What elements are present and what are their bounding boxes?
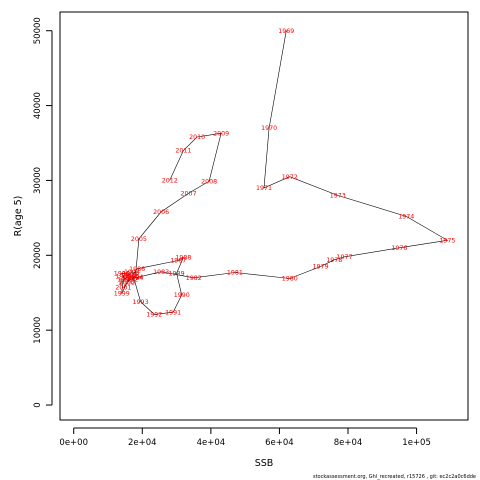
point-label-1972: 1972 [282, 174, 298, 181]
point-label-2000: 2000 [119, 280, 135, 287]
point-label-1975: 1975 [439, 238, 455, 245]
footer-note: stockassessment.org, Ghl_recreated, r157… [313, 474, 476, 480]
point-label-1988: 1988 [175, 255, 191, 262]
point-label-2002: 2002 [122, 276, 138, 283]
x-tick-label: 2e+04 [128, 438, 157, 448]
point-label-1998: 1998 [115, 273, 131, 280]
plot-frame [59, 11, 469, 421]
x-tick-label: 8e+04 [334, 438, 363, 448]
point-label-1993: 1993 [133, 299, 149, 306]
point-label-1997: 1997 [122, 271, 138, 278]
point-label-1982: 1982 [186, 275, 202, 282]
point-label-2001: 2001 [115, 285, 131, 292]
point-label-1999: 1999 [114, 291, 130, 298]
point-label-2004: 2004 [127, 274, 143, 281]
x-tick-label: 6e+04 [265, 438, 294, 448]
point-label-1986: 1986 [129, 266, 145, 273]
point-label-1974: 1974 [398, 214, 414, 221]
point-label-1984: 1984 [127, 275, 143, 282]
point-label-1970: 1970 [261, 125, 277, 132]
point-label-1971: 1971 [256, 185, 272, 192]
point-label-2006: 2006 [153, 209, 169, 216]
x-tick-label: 0e+00 [59, 438, 88, 448]
point-label-1995: 1995 [117, 276, 133, 283]
point-label-1977: 1977 [337, 254, 353, 261]
y-tick-label: 20000 [33, 242, 43, 269]
point-label-1978: 1978 [326, 257, 342, 264]
point-label-1979: 1979 [313, 264, 329, 271]
point-label-1983: 1983 [153, 269, 169, 276]
point-label-1992: 1992 [146, 312, 162, 319]
x-tick-label: 1e+05 [402, 438, 431, 448]
point-label-1996: 1996 [114, 270, 130, 277]
point-label-1994: 1994 [124, 269, 140, 276]
y-axis-title: R(age 5) [13, 196, 24, 237]
point-label-1969: 1969 [278, 28, 294, 35]
series-line [121, 30, 449, 315]
y-tick-label: 40000 [33, 92, 43, 119]
point-label-1976: 1976 [391, 245, 407, 252]
point-label-1989: 1989 [169, 270, 185, 277]
point-label-2009: 2009 [213, 130, 229, 137]
x-axis: 0e+00 2e+04 4e+04 6e+04 8e+04 1e+05 [59, 427, 431, 448]
x-axis-title: SSB [255, 458, 274, 469]
point-label-2005: 2005 [131, 236, 147, 243]
point-label-2003: 2003 [119, 279, 135, 286]
point-label-1987: 1987 [170, 258, 186, 265]
y-tick-label: 10000 [33, 317, 43, 344]
point-label-2008: 2008 [201, 178, 217, 185]
y-tick-label: 30000 [33, 167, 43, 194]
point-label-1973: 1973 [330, 193, 346, 200]
point-label-1990: 1990 [174, 292, 190, 299]
point-label-1985: 1985 [124, 273, 140, 280]
point-label-1991: 1991 [165, 309, 181, 316]
point-label-1981: 1981 [227, 270, 243, 277]
point-label-1980: 1980 [282, 276, 298, 283]
point-label-2010: 2010 [189, 134, 205, 141]
point-label-2012: 2012 [162, 178, 178, 185]
y-tick-label: 0 [33, 402, 43, 407]
point-label-2007: 2007 [181, 190, 197, 197]
y-tick-label: 50000 [33, 17, 43, 44]
y-axis: 0 10000 20000 30000 40000 50000 [33, 17, 53, 408]
year-labels: 1969 1970 1971 1972 1973 1974 1975 1976 19771978… [114, 28, 456, 319]
point-label-2011: 2011 [175, 148, 191, 155]
x-tick-label: 4e+04 [197, 438, 226, 448]
